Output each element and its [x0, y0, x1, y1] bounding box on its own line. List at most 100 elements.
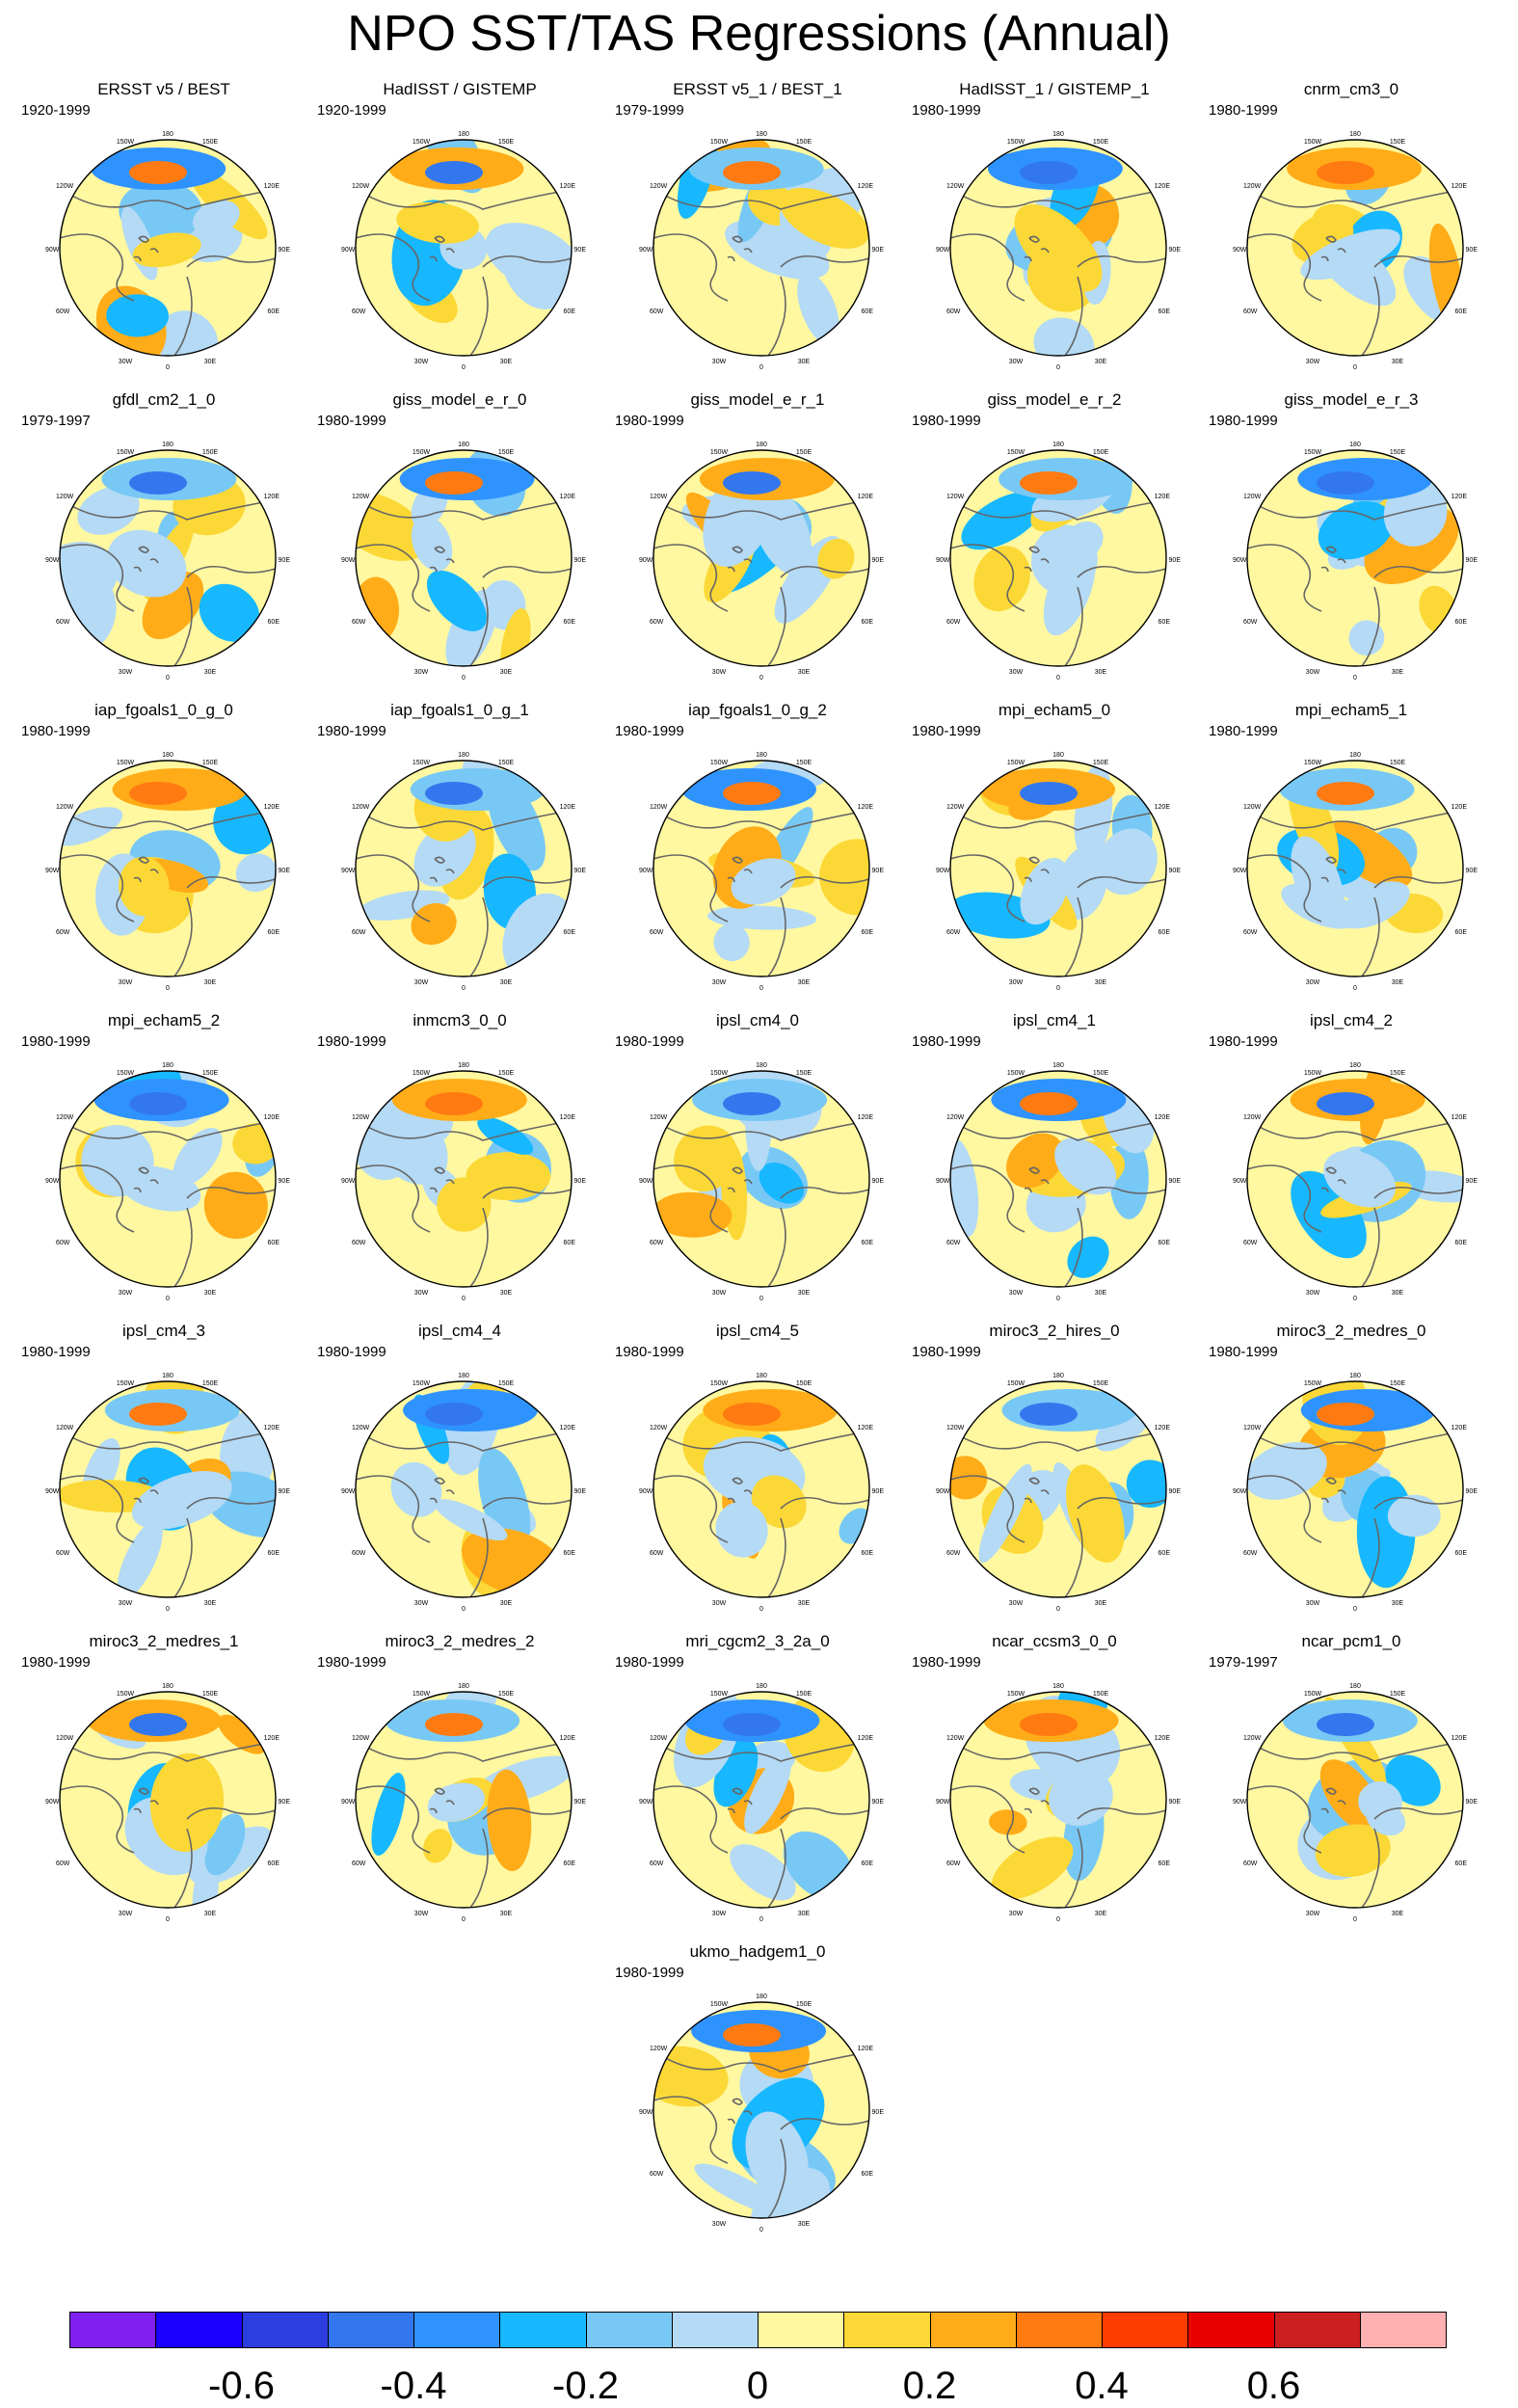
colorbar-segment	[1359, 2312, 1447, 2348]
map-label-w-mid: 90W	[1233, 1178, 1247, 1185]
map-label-north: 180	[458, 1373, 469, 1379]
polar-map: 180 150W 150E 120W 120E 90W 90E 60W 60E 30W 30E 0	[639, 441, 884, 682]
panel-title: HadISST / GISTEMP	[383, 80, 537, 98]
polar-map: 180 150W 150E 120W 120E 90W 90E 60W 60E 30W 30E 0	[45, 752, 290, 992]
map-label-e-upper: 120E	[858, 183, 874, 190]
map-label-south: 0	[166, 675, 170, 682]
map-label-sw: 30W	[414, 979, 429, 986]
panel-title: ipsl_cm4_4	[418, 1322, 501, 1340]
colorbar-tick-label: 0.2	[902, 2365, 957, 2407]
map-label-e-mid: 90E	[574, 1488, 587, 1495]
map-label-north: 180	[1052, 1373, 1064, 1379]
map-label-e-mid: 90E	[1169, 1178, 1182, 1185]
map-label-w-upper: 120W	[56, 1425, 74, 1431]
map-label-ne: 150E	[1093, 1070, 1109, 1077]
panel-period: 1979-1997	[21, 413, 91, 429]
polar-map: 180 150W 150E 120W 120E 90W 90E 60W 60E 30W 30E 0	[1233, 1683, 1478, 1923]
map-label-nw: 150W	[413, 1691, 431, 1698]
map-label-ne: 150E	[796, 1070, 812, 1077]
map-label-w-mid: 90W	[45, 557, 60, 564]
map-label-w-mid: 90W	[341, 868, 356, 874]
polar-map: 180 150W 150E 120W 120E 90W 90E 60W 60E 30W 30E 0	[639, 131, 884, 371]
map-label-w-upper: 120W	[650, 1735, 668, 1742]
map-label-w-mid: 90W	[1233, 1799, 1247, 1806]
panel-title: ncar_pcm1_0	[1301, 1632, 1401, 1650]
map-label-ne: 150E	[796, 2001, 812, 2008]
map-label-ne: 150E	[202, 760, 219, 766]
polar-map: 180 150W 150E 120W 120E 90W 90E 60W 60E 30W 30E 0	[45, 131, 290, 371]
map-label-north: 180	[1349, 1062, 1361, 1069]
map-panel: giss_model_e_r_0 1980-1999 180 150W 150E 120W…	[315, 389, 604, 693]
map-label-south: 0	[166, 364, 170, 371]
panel-period: 1980-1999	[912, 102, 981, 119]
map-label-w-mid: 90W	[341, 1799, 356, 1806]
map-label-sw: 30W	[1306, 979, 1320, 986]
map-label-ne: 150E	[1093, 760, 1109, 766]
map-label-e-upper: 120E	[560, 183, 576, 190]
map-label-e-upper: 120E	[1155, 804, 1171, 811]
panel-title: ukmo_hadgem1_0	[689, 1942, 826, 1961]
colorbar-segment	[1273, 2312, 1361, 2348]
map-label-w-mid: 90W	[639, 2109, 653, 2116]
map-label-ne: 150E	[796, 1691, 812, 1698]
map-label-w-mid: 90W	[936, 1799, 950, 1806]
map-label-w-lower: 60W	[1243, 929, 1258, 936]
map-label-w-upper: 120W	[650, 183, 668, 190]
map-label-sw: 30W	[1009, 359, 1024, 365]
map-label-e-mid: 90E	[872, 1488, 885, 1495]
colorbar-segment	[671, 2312, 759, 2348]
map-label-e-mid: 90E	[279, 1799, 291, 1806]
map-label-north: 180	[458, 441, 469, 448]
colorbar-tick-label: 0.6	[1246, 2365, 1301, 2407]
map-label-e-mid: 90E	[1466, 1488, 1478, 1495]
map-label-ne: 150E	[1390, 1380, 1406, 1387]
map-label-se: 30E	[500, 979, 513, 986]
map-label-w-mid: 90W	[1233, 868, 1247, 874]
map-label-e-mid: 90E	[574, 247, 587, 254]
colorbar-segment	[843, 2312, 931, 2348]
map-label-sw: 30W	[414, 1290, 429, 1297]
map-label-ne: 150E	[1093, 1691, 1109, 1698]
map-label-ne: 150E	[1093, 1380, 1109, 1387]
map-label-se: 30E	[1095, 979, 1107, 986]
colorbar	[69, 2312, 1447, 2348]
map-label-sw: 30W	[712, 359, 727, 365]
map-label-sw: 30W	[1009, 1290, 1024, 1297]
map-label-north: 180	[1052, 131, 1064, 138]
panel-period: 1920-1999	[317, 102, 386, 119]
map-panel: giss_model_e_r_1 1980-1999 180 150W 150E 120W…	[613, 389, 902, 693]
map-label-e-upper: 120E	[560, 804, 576, 811]
map-label-se: 30E	[500, 359, 513, 365]
map-panel: ipsl_cm4_2 1980-1999 180 150W 150E 120W 120E 90…	[1207, 1010, 1496, 1314]
map-label-w-upper: 120W	[946, 183, 965, 190]
map-label-e-lower: 60E	[1455, 1550, 1468, 1557]
map-label-e-mid: 90E	[1169, 1799, 1182, 1806]
map-label-north: 180	[162, 131, 173, 138]
panel-title: gfdl_cm2_1_0	[112, 390, 216, 409]
map-label-e-upper: 120E	[858, 804, 874, 811]
map-label-w-lower: 60W	[1243, 619, 1258, 626]
map-panel: ERSST v5 / BEST 1920-1999 180 150W 150E 120W 1…	[19, 79, 308, 383]
map-label-e-lower: 60E	[564, 929, 576, 936]
map-label-e-mid: 90E	[1169, 1488, 1182, 1495]
map-label-e-lower: 60E	[1455, 308, 1468, 315]
panel-title: giss_model_e_r_3	[1284, 390, 1419, 409]
map-label-w-upper: 120W	[650, 804, 668, 811]
map-label-south: 0	[166, 1296, 170, 1302]
map-label-south: 0	[1353, 1606, 1357, 1613]
map-label-north: 180	[756, 1373, 767, 1379]
map-label-e-upper: 120E	[560, 1735, 576, 1742]
map-label-se: 30E	[798, 979, 811, 986]
map-label-se: 30E	[1392, 1911, 1404, 1917]
map-label-north: 180	[1052, 1062, 1064, 1069]
map-label-w-mid: 90W	[639, 1178, 653, 1185]
map-label-south: 0	[1353, 675, 1357, 682]
panel-title: ncar_ccsm3_0_0	[992, 1632, 1117, 1650]
map-label-w-mid: 90W	[341, 247, 356, 254]
map-label-south: 0	[166, 985, 170, 992]
panel-period: 1980-1999	[912, 1033, 981, 1050]
map-label-e-upper: 120E	[1451, 183, 1468, 190]
panel-period: 1979-1999	[615, 102, 684, 119]
map-label-sw: 30W	[119, 359, 133, 365]
colorbar-tick-label: -0.6	[208, 2365, 275, 2407]
